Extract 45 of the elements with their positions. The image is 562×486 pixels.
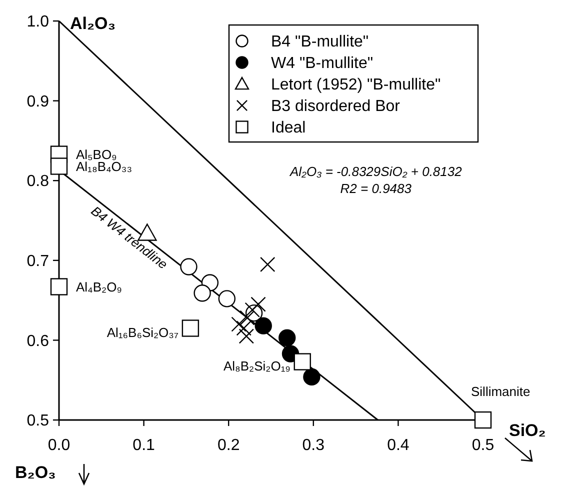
- point: [218, 290, 236, 308]
- x-tick-label: 0.2: [217, 437, 240, 454]
- legend-label: W4 "B-mullite": [271, 55, 374, 72]
- legend-label: B4 "B-mullite": [271, 34, 369, 51]
- point: [474, 411, 492, 429]
- point: [254, 317, 272, 334]
- text: B₂O₃: [15, 463, 56, 482]
- x-axis-title: SiO₂: [509, 421, 546, 440]
- y-tick-label: 0.8: [26, 173, 50, 190]
- point: [250, 296, 266, 312]
- point: [294, 353, 311, 370]
- point: [244, 302, 260, 318]
- point: [50, 158, 68, 175]
- x-tick-label: 0.3: [302, 437, 325, 454]
- annotation: Al₈B₂Si₂O₁₉: [223, 358, 290, 374]
- legend-label: Letort (1952) "B-mullite": [271, 76, 441, 94]
- y-tick-label: 1.0: [26, 14, 50, 31]
- legend-label: Ideal: [271, 120, 306, 137]
- point: [194, 284, 211, 302]
- point: [50, 278, 68, 296]
- point: [180, 258, 198, 276]
- point: [240, 310, 255, 326]
- point: [260, 256, 276, 272]
- annotation: Sillimanite: [471, 384, 530, 399]
- annotation: Al₄B₂O₉: [76, 279, 122, 294]
- annotation: Al₂O₃ = -0.8329SiO₂ + 0.8132: [288, 164, 463, 179]
- x-tick-label: 0.0: [48, 437, 70, 454]
- x-tick-label: 0.4: [387, 437, 410, 454]
- y-tick-label: 0.9: [26, 93, 50, 110]
- annotation: Al₅BO₉: [76, 146, 117, 162]
- point: [182, 320, 200, 337]
- x-tick-label: 0.1: [132, 437, 156, 454]
- x-tick-label: 0.5: [472, 437, 494, 454]
- y-axis-title: Al₂O₃: [70, 14, 116, 33]
- point: [278, 329, 296, 346]
- y-tick-label: 0.7: [26, 253, 50, 270]
- y-tick-label: 0.6: [26, 332, 50, 350]
- point: [303, 368, 320, 386]
- annotation: Al₁₆B₆Si₂O₃₇: [106, 324, 179, 340]
- point: [231, 316, 246, 332]
- point: [236, 320, 252, 336]
- legend-label: B3 disordered Bor: [271, 98, 401, 116]
- annotation: R2 = 0.9483: [340, 181, 412, 196]
- y-tick-label: 0.5: [26, 412, 50, 430]
- point: [238, 328, 254, 344]
